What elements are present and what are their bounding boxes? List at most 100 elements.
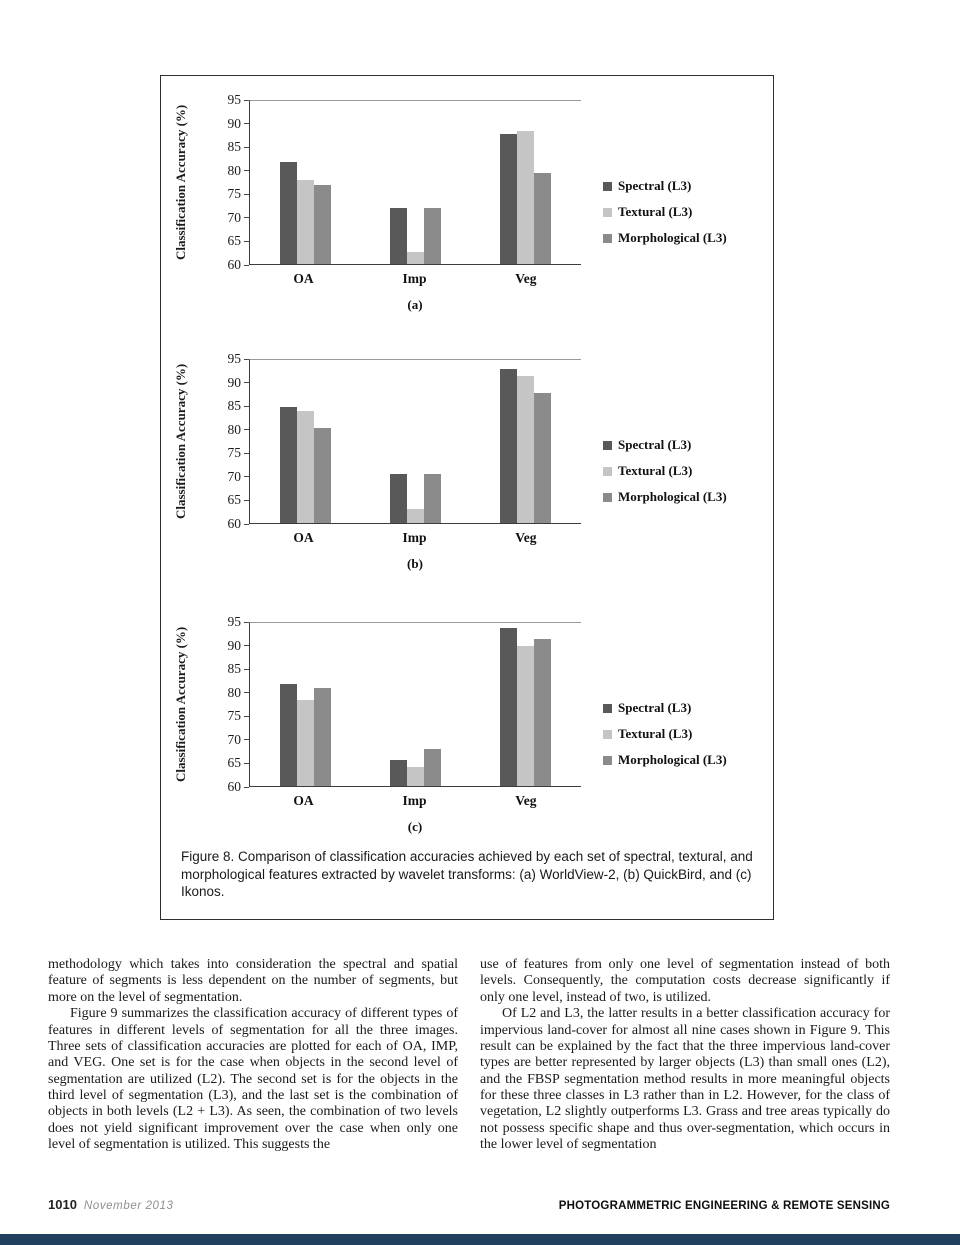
body-paragraph: use of features from only one level of s… (480, 957, 890, 1005)
y-tick-label: 85 (227, 661, 242, 677)
bar-veg-morphological (534, 392, 552, 523)
legend-label: Morphological (L3) (618, 230, 727, 245)
legend-label: Textural (L3) (618, 204, 693, 219)
left-column: methodology which takes into considerati… (48, 957, 458, 1154)
footer-bar (0, 1234, 960, 1245)
category-label: Veg (515, 530, 537, 545)
bar-imp-morphological (423, 748, 441, 786)
category-labels: OA Imp Veg (249, 271, 581, 287)
y-tick-label: 70 (227, 209, 242, 225)
body-text: methodology which takes into considerati… (48, 957, 891, 1154)
tick-mark (244, 739, 249, 741)
legend-item: Morphological (L3) (603, 230, 763, 246)
legend-swatch (603, 466, 612, 476)
tick-mark (244, 523, 249, 525)
chart-worldview2: Classification Accuracy (%) 95 90 85 80 75 70… (171, 92, 765, 332)
y-axis-ticks: 95 90 85 80 75 70 65 60 (195, 351, 249, 531)
page-number: 1010 (48, 1197, 77, 1212)
tick-mark (244, 499, 249, 501)
y-tick: 65 (227, 755, 249, 771)
tick-mark (244, 193, 249, 195)
tick-mark (244, 692, 249, 694)
y-tick-label: 60 (227, 779, 242, 794)
bar-veg-spectral (500, 627, 518, 786)
y-tick-label: 95 (227, 351, 242, 366)
y-tick-label: 75 (227, 708, 242, 724)
y-axis-title: Classification Accuracy (%) (173, 626, 188, 783)
y-tick: 80 (227, 684, 249, 701)
category-label: Veg (515, 793, 537, 808)
tick-mark (244, 645, 249, 647)
y-tick: 95 (227, 614, 249, 630)
legend: Spectral (L3) Textural (L3) Morphological … (603, 178, 763, 256)
tick-mark (244, 99, 249, 101)
legend-item: Spectral (L3) (603, 700, 763, 716)
bar-group-imp (389, 623, 441, 786)
legend-item: Morphological (L3) (603, 752, 763, 768)
bar-group-oa (279, 623, 331, 786)
chart-sublabel: (c) (407, 819, 423, 834)
body-paragraph: Figure 9 summarizes the classification a… (48, 1006, 458, 1153)
y-tick: 60 (228, 257, 249, 273)
legend-swatch (603, 729, 612, 739)
legend-swatch (603, 207, 612, 217)
y-tick: 75 (227, 708, 249, 724)
y-tick: 95 (227, 92, 249, 108)
chart-sublabel: (b) (407, 556, 423, 571)
tick-mark (244, 358, 249, 360)
legend-item: Textural (L3) (603, 463, 763, 479)
category-label: OA (293, 530, 314, 545)
bar-oa-spectral (279, 683, 297, 786)
body-paragraph: methodology which takes into considerati… (48, 957, 458, 1005)
y-tick: 80 (227, 162, 249, 179)
legend-swatch (603, 703, 612, 713)
bar-group-veg (500, 623, 552, 786)
bar-oa-spectral (279, 161, 297, 264)
y-tick: 85 (227, 139, 249, 155)
tick-mark (244, 170, 249, 172)
legend-swatch (603, 492, 612, 502)
y-tick-label: 65 (227, 755, 242, 771)
figure-caption: Figure 8. Comparison of classification a… (181, 849, 753, 900)
legend-label: Morphological (L3) (618, 489, 727, 504)
chart-sublabel: (a) (407, 297, 423, 312)
y-tick: 90 (228, 116, 249, 132)
bar-imp-textural (406, 767, 424, 786)
bar-imp-spectral (389, 208, 407, 264)
chart-ikonos: Classification Accuracy (%) 95 90 85 80 75 70… (171, 614, 765, 854)
y-tick: 60 (227, 779, 249, 795)
y-axis-ticks: 95 90 85 80 75 70 65 60 (195, 614, 249, 794)
bar-oa-textural (296, 411, 314, 523)
bar-imp-spectral (389, 474, 407, 523)
bar-group-oa (279, 360, 331, 523)
y-tick: 65 (228, 492, 249, 508)
category-label: Imp (402, 271, 427, 286)
legend: Spectral (L3) Textural (L3) Morphological … (603, 437, 763, 515)
footer-left: 1010 November 2013 (48, 1197, 174, 1212)
y-tick-label: 95 (227, 614, 242, 629)
bar-imp-morphological (423, 208, 441, 264)
y-tick-label: 80 (227, 684, 242, 700)
bar-veg-spectral (500, 369, 518, 523)
journal-name: PHOTOGRAMMETRIC ENGINEERING & REMOTE SEN… (558, 1200, 890, 1212)
tick-mark (244, 476, 249, 478)
y-axis-title: Classification Accuracy (%) (173, 363, 188, 520)
tick-mark (244, 264, 249, 266)
bar-imp-textural (406, 509, 424, 523)
bar-group-imp (389, 360, 441, 523)
bar-veg-morphological (534, 173, 552, 264)
y-tick-label: 80 (227, 421, 242, 437)
y-tick-label: 70 (227, 468, 242, 484)
y-tick-label: 75 (227, 186, 242, 202)
legend-label: Textural (L3) (618, 726, 693, 741)
chart-quickbird: Classification Accuracy (%) 95 90 85 80 75 70… (171, 351, 765, 591)
category-labels: OA Imp Veg (249, 530, 581, 546)
bar-veg-textural (517, 646, 535, 786)
y-tick-label: 85 (227, 139, 242, 155)
tick-mark (244, 452, 249, 454)
legend-item: Textural (L3) (603, 726, 763, 742)
y-tick-label: 95 (227, 92, 242, 107)
y-tick: 90 (228, 375, 249, 391)
y-tick-label: 80 (227, 162, 242, 178)
bar-group-veg (500, 101, 552, 264)
